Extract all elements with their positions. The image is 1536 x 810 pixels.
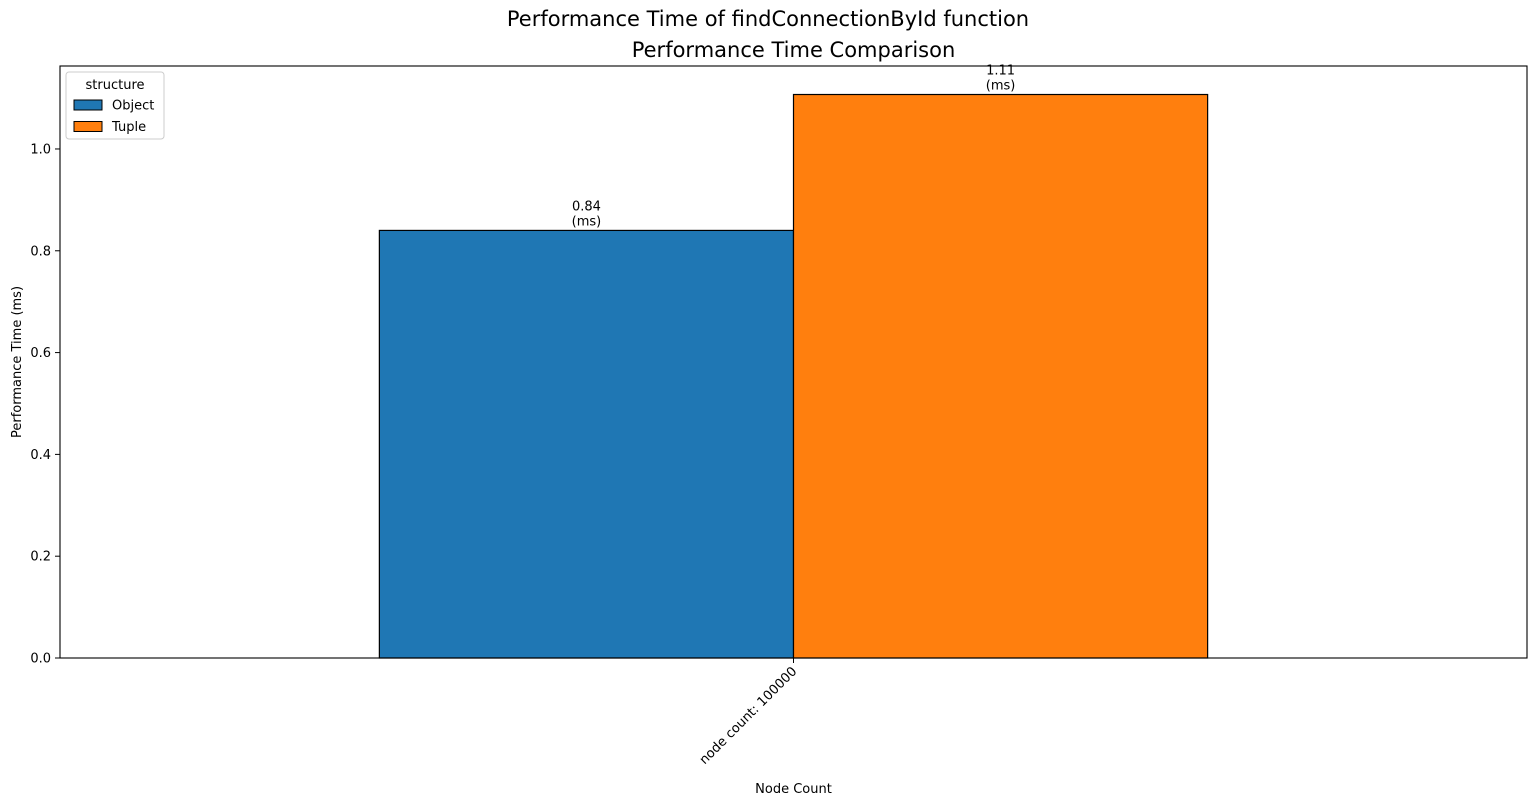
y-axis-label: Performance Time (ms) <box>10 286 25 438</box>
bar-value-label: 0.84 <box>572 199 601 214</box>
plot-area: 0.84(ms)1.11(ms)node count: 1000000.00.2… <box>30 64 1528 768</box>
legend-entry-tuple: Tuple <box>111 120 146 135</box>
chart-suptitle: Performance Time of findConnectionById f… <box>507 7 1029 31</box>
x-tick-label: node count: 100000 <box>697 664 801 768</box>
chart-title: Performance Time Comparison <box>632 38 956 62</box>
legend-swatch-tuple <box>73 121 103 132</box>
y-tick-label: 0.4 <box>30 448 51 463</box>
bar-value-label: (ms) <box>572 214 602 229</box>
legend-swatch-object <box>73 99 103 111</box>
y-tick-label: 1.0 <box>30 142 51 157</box>
plot-frame <box>59 65 1528 659</box>
legend-entry-object: Object <box>112 99 154 114</box>
bar-tuple <box>792 93 1209 659</box>
legend: structure Object Tuple <box>65 71 165 140</box>
legend-title: structure <box>86 78 145 93</box>
y-tick-label: 0.0 <box>30 652 51 667</box>
bar-value-label: 1.11 <box>986 64 1015 79</box>
bar-object <box>378 229 795 659</box>
y-tick-label: 0.6 <box>30 346 51 361</box>
y-tick-label: 0.2 <box>30 550 51 565</box>
y-tick-label: 0.8 <box>30 244 51 259</box>
bar-value-label: (ms) <box>986 79 1016 94</box>
x-axis-label: Node Count <box>755 782 832 797</box>
